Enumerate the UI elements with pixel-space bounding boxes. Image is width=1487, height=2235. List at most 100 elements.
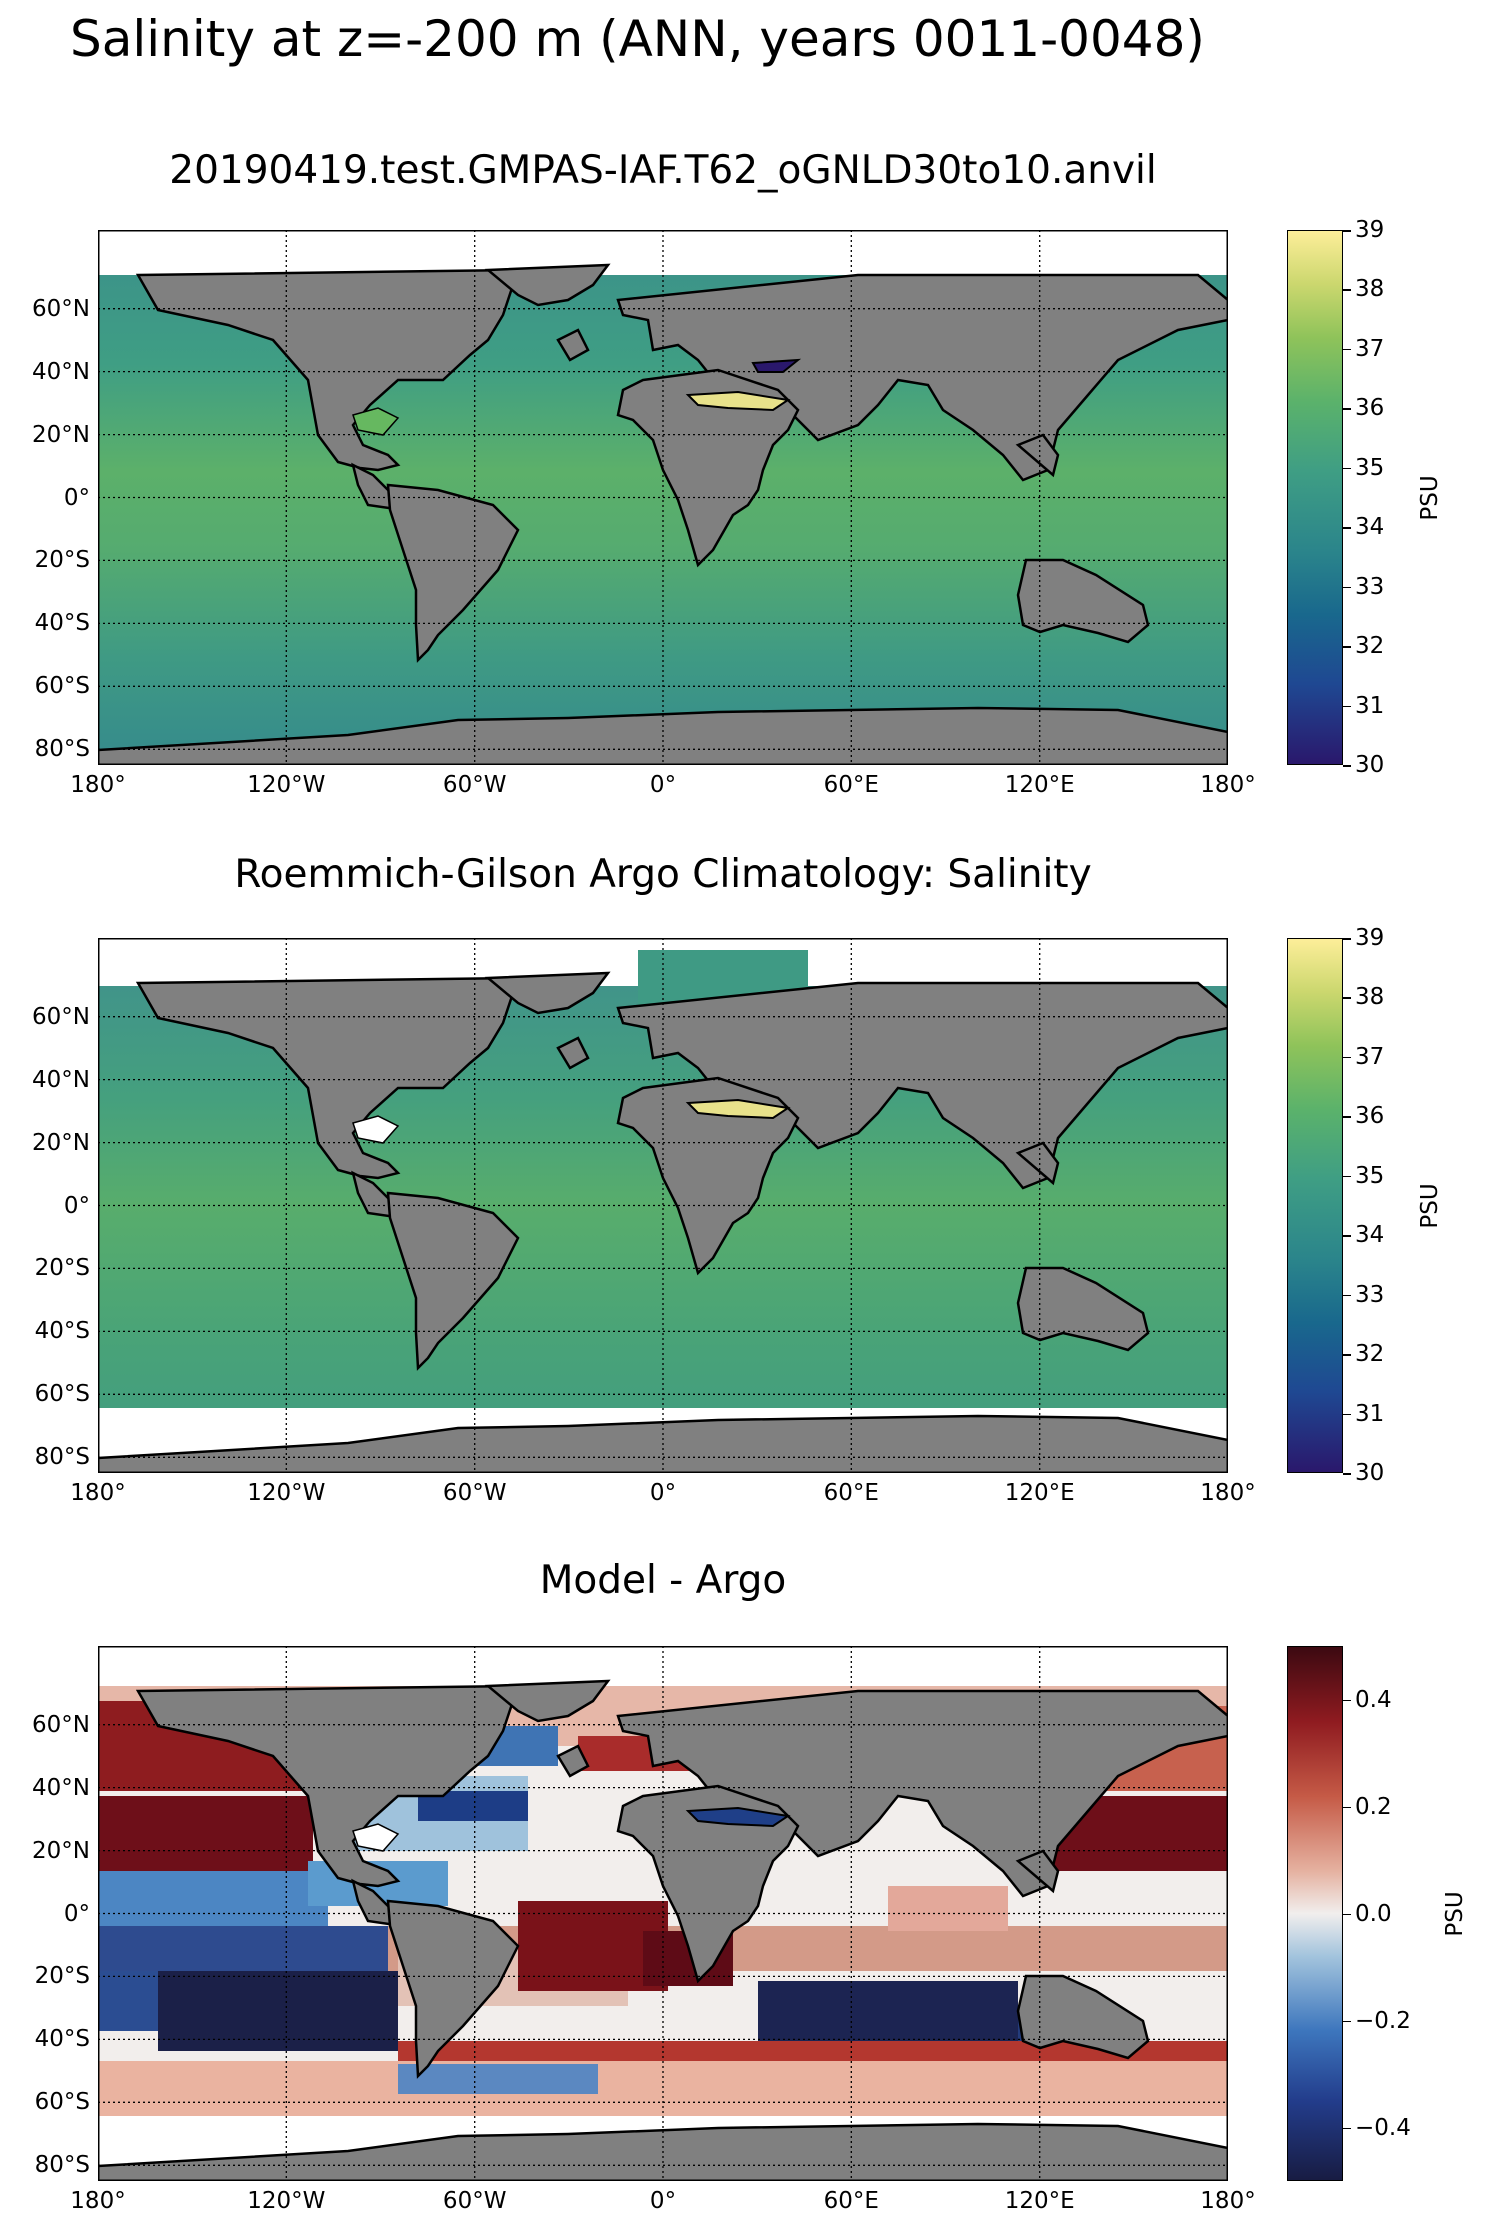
colorbar-tick-label: 36 [1355,1103,1385,1130]
colorbar-tick-mark [1343,1699,1351,1701]
colorbar-tick-mark [1343,527,1351,529]
mediterranean-sea [685,1098,791,1120]
lon-tick-label: 0° [649,772,677,798]
lat-tick-label: 60°S [34,2089,90,2116]
colorbar-tick-mark [1343,586,1351,589]
gridlines [98,938,1228,1473]
lat-tick-label: 40°S [34,1318,90,1345]
gulf-of-mexico [352,1115,400,1144]
lat-tick-label: 80°S [34,736,90,763]
colorbar-tick-mark [1343,1235,1351,1237]
lon-tick-label: 60°W [442,2188,507,2214]
lon-tick-label: 120°W [247,1480,326,1506]
map-frame [98,230,1228,765]
lat-tick-label: 20°N [32,1837,90,1864]
lon-tick-label: 60°E [823,1480,879,1506]
colorbar-tick-mark [1343,1473,1351,1475]
lon-tick-label: 180° [1200,772,1256,798]
lon-tick-label: 180° [70,772,126,798]
gulf-of-mexico [352,407,400,436]
lon-tick-label: 120°E [1004,772,1075,798]
colorbar-tick-mark [1343,2020,1351,2022]
lon-tick-label: 120°E [1004,2188,1075,2214]
colorbar-tick-mark [1343,348,1351,351]
colorbar-tick-mark [1343,705,1351,708]
lat-tick-label: 0° [63,1900,90,1927]
colorbar-tick-mark [1343,408,1351,410]
panel-2-title: Roemmich-Gilson Argo Climatology: Salini… [234,852,1092,897]
colorbar-tick-label: −0.2 [1355,2007,1411,2034]
lat-tick-label: 60°S [34,673,90,700]
lat-tick-label: 60°S [34,1381,90,1408]
lat-tick-label: 40°S [34,2026,90,2053]
colorbar-tick-label: 38 [1355,276,1385,303]
panel-1-map [98,230,1228,765]
lon-tick-label: 180° [70,2188,126,2214]
colorbar-2 [1287,938,1343,1473]
lat-tick-label: 80°S [34,1444,90,1471]
lon-tick-label: 180° [70,1480,126,1506]
colorbar-3 [1287,1646,1343,2181]
colorbar-tick-label: 32 [1355,633,1385,660]
lat-tick-label: 20°S [34,1255,90,1282]
colorbar-tick-mark [1343,2127,1351,2129]
colorbar-tick-label: 34 [1355,514,1385,541]
colorbar-tick-mark [1343,1354,1351,1356]
lat-tick-label: 80°S [34,2152,90,2179]
colorbar-tick-label: 32 [1355,1341,1385,1368]
colorbar-tick-label: 39 [1355,925,1385,951]
gridlines [98,230,1228,765]
colorbar-tick-mark [1343,1294,1351,1297]
lat-tick-label: 60°N [32,1003,90,1030]
colorbar-tick-mark [1343,230,1351,232]
lat-tick-label: 40°N [32,1774,90,1801]
lat-tick-label: 20°N [32,1129,90,1156]
colorbar-tick-label: 30 [1355,1460,1385,1486]
lon-tick-label: 0° [649,1480,677,1506]
colorbar-tick-mark [1343,1806,1351,1808]
gulf-of-mexico [352,1823,400,1852]
colorbar-tick-label: 0.4 [1355,1686,1392,1713]
lon-tick-label: 60°W [442,1480,507,1506]
lat-tick-label: 0° [63,1192,90,1219]
colorbar-tick-mark [1343,1913,1351,1915]
map-frame [98,1646,1228,2181]
lat-tick-label: 20°N [32,421,90,448]
colorbar-tick-mark [1343,1175,1351,1178]
lon-tick-label: 0° [649,2188,677,2214]
lat-tick-label: 20°S [34,1963,90,1990]
colorbar-tick-label: 36 [1355,395,1385,422]
lon-tick-label: 180° [1200,1480,1256,1506]
colorbar-tick-mark [1343,1116,1351,1118]
lon-tick-label: 60°E [823,772,879,798]
panel-3-map-plot [98,1646,1228,2181]
mediterranean-sea [685,1806,791,1828]
colorbar-3-label: PSU [1442,1890,1468,1937]
colorbar-tick-mark [1343,1056,1351,1059]
lat-tick-label: 0° [63,484,90,511]
colorbar-tick-label: 37 [1355,1043,1385,1070]
panel-3-title: Model - Argo [539,1558,787,1603]
lat-tick-label: 60°N [32,295,90,322]
panel-2-map-plot [98,938,1228,1473]
colorbar-tick-label: 31 [1355,692,1385,719]
colorbar-tick-label: 30 [1355,752,1385,778]
colorbar-tick-mark [1343,646,1351,648]
panel-1-map-plot [98,230,1228,765]
lon-tick-label: 60°E [823,2188,879,2214]
lon-tick-label: 120°E [1004,1480,1075,1506]
mediterranean-sea [685,390,791,412]
colorbar-tick-label: 35 [1355,454,1385,481]
colorbar-tick-mark [1343,289,1351,291]
panel-2-map [98,938,1228,1473]
colorbar-tick-label: 0.2 [1355,1793,1392,1820]
lon-tick-label: 120°W [247,772,326,798]
lat-tick-label: 40°N [32,358,90,385]
panel-1-title: 20190419.test.GMPAS-IAF.T62_oGNLD30to10.… [169,148,1157,193]
colorbar-tick-mark [1343,765,1351,767]
colorbar-tick-label: 33 [1355,1281,1385,1308]
lat-tick-label: 20°S [34,547,90,574]
colorbar-tick-label: 31 [1355,1400,1385,1427]
colorbar-tick-label: 0.0 [1355,1900,1392,1927]
colorbar-tick-mark [1343,997,1351,999]
